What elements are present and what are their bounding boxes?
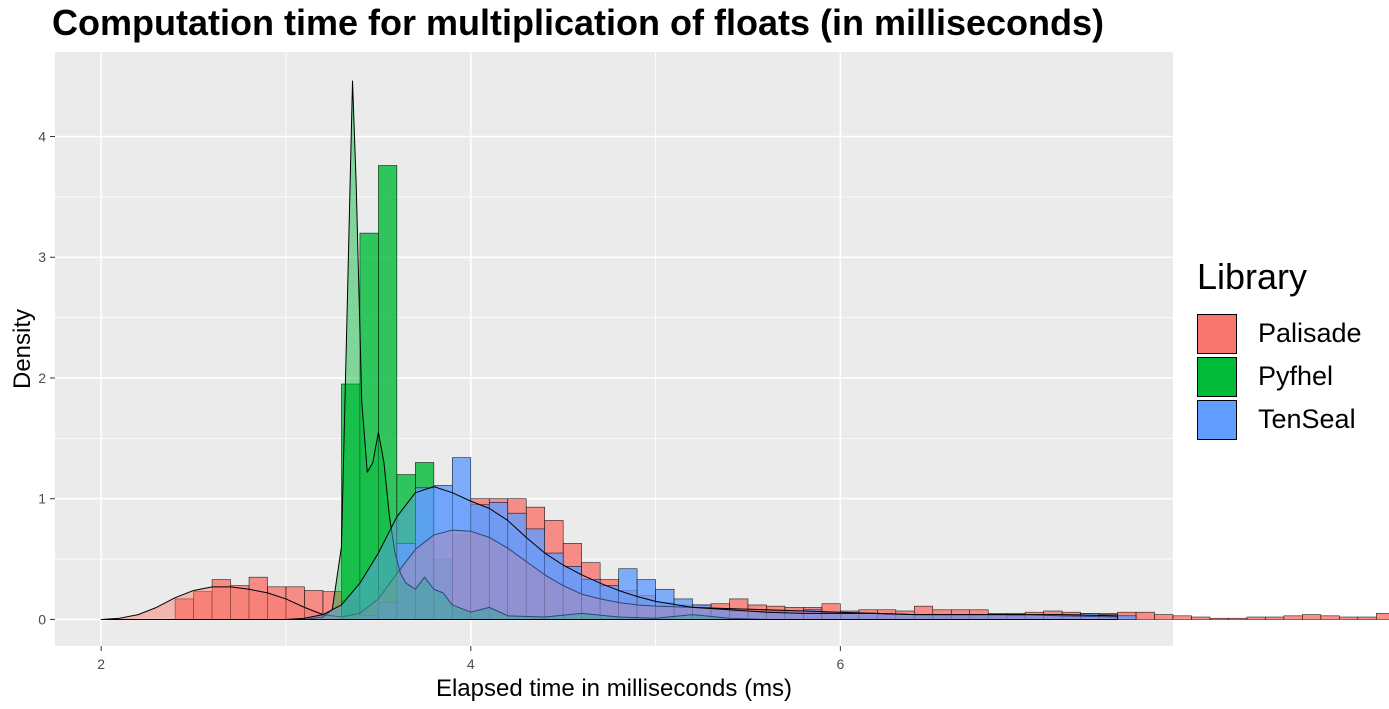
density-curve-pyfhel bbox=[303, 80, 767, 620]
histogram-bar-palisade bbox=[1375, 613, 1389, 620]
y-tick-label: 4 bbox=[38, 129, 46, 145]
histogram-bar-palisade bbox=[1320, 615, 1340, 620]
x-tick-label: 6 bbox=[836, 656, 844, 672]
histogram-bar-palisade bbox=[1246, 616, 1266, 620]
chart-title: Computation time for multiplication of f… bbox=[52, 2, 1105, 43]
legend-item-palisade: Palisade bbox=[1197, 312, 1362, 355]
histogram-bar-palisade bbox=[1283, 615, 1303, 620]
plot-panel bbox=[55, 52, 1173, 646]
legend-label-palisade: Palisade bbox=[1258, 318, 1362, 348]
legend-key-tenseal bbox=[1197, 399, 1237, 440]
legend-label-tenseal: TenSeal bbox=[1258, 404, 1356, 434]
y-tick-label: 0 bbox=[38, 611, 46, 627]
histogram-bar-palisade bbox=[1357, 616, 1377, 620]
histogram-bar-palisade bbox=[1339, 616, 1359, 620]
x-tick-label: 4 bbox=[467, 656, 475, 672]
legend-key-pyfhel bbox=[1197, 356, 1237, 397]
histogram-bar-palisade bbox=[1302, 614, 1322, 620]
histogram-bar-palisade bbox=[1228, 617, 1248, 620]
histogram-bar-palisade bbox=[1209, 617, 1229, 620]
histogram-bar-palisade bbox=[1172, 615, 1192, 620]
y-tick-label: 2 bbox=[38, 370, 46, 386]
legend-item-tenseal: TenSeal bbox=[1197, 398, 1362, 441]
histogram-bar-palisade bbox=[1154, 614, 1174, 620]
x-tick-label: 2 bbox=[97, 656, 105, 672]
density-curve-tenseal bbox=[285, 486, 1119, 620]
axes: 2 4 6 0 1 2 3 4 bbox=[38, 129, 844, 672]
minor-gridlines bbox=[55, 52, 1173, 646]
y-tick-label: 1 bbox=[38, 491, 46, 507]
y-axis-title: Density bbox=[9, 309, 36, 389]
histogram-bar-palisade bbox=[1135, 611, 1155, 620]
legend-key-palisade bbox=[1197, 313, 1237, 354]
data-layers bbox=[100, 80, 1389, 620]
histogram-bar-palisade bbox=[1265, 616, 1285, 620]
x-axis-title: Elapsed time in milliseconds (ms) bbox=[436, 675, 792, 702]
histogram-tenseal bbox=[359, 457, 1137, 620]
histogram-bar-palisade bbox=[1191, 616, 1211, 620]
histogram-bar-tenseal bbox=[1117, 615, 1137, 620]
legend-label-pyfhel: Pyfhel bbox=[1258, 361, 1334, 391]
legend: Library Palisade Pyfhel TenSeal bbox=[1197, 256, 1362, 441]
y-tick-label: 3 bbox=[38, 249, 46, 265]
legend-title: Library bbox=[1197, 256, 1308, 297]
legend-item-pyfhel: Pyfhel bbox=[1197, 355, 1362, 398]
